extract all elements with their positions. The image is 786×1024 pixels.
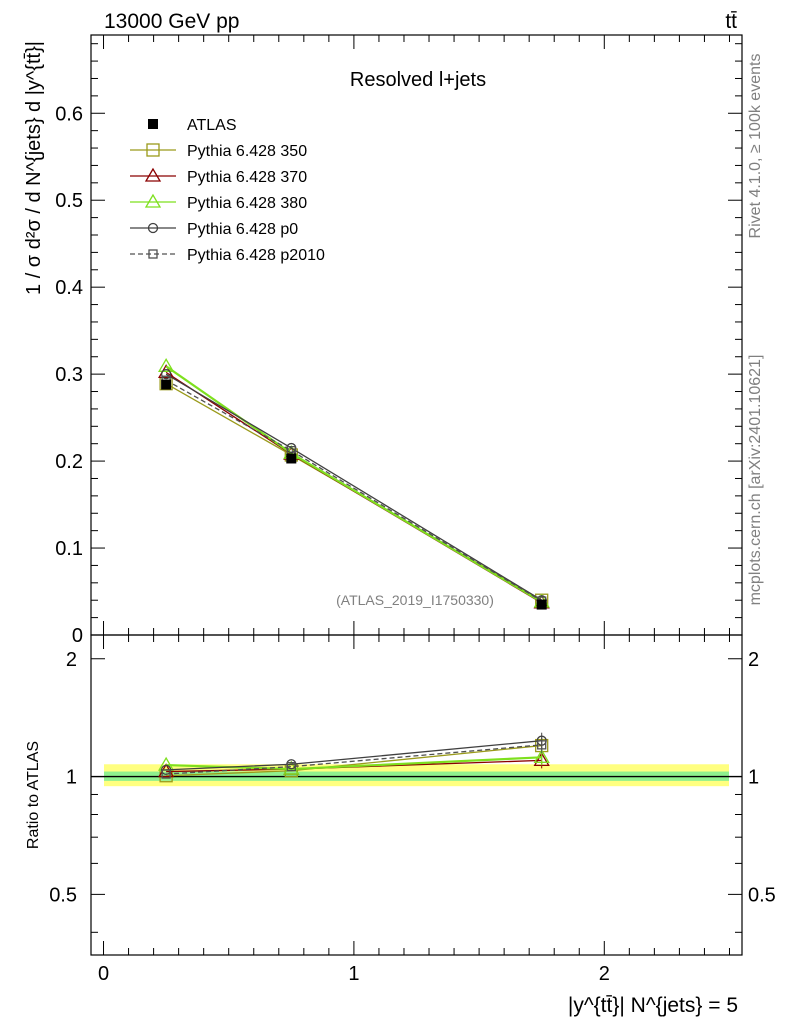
series-point-ratio [533,749,550,763]
legend-marker [144,167,162,182]
legend-label: Pythia 6.428 350 [187,143,307,160]
y-tick-label-ratio: 1 [66,767,77,789]
y-tick-label-main: 0.1 [55,538,83,560]
series-line-main-4 [165,379,543,602]
series-line-ratio-3 [166,740,542,771]
y-tick-label-ratio-right: 2 [748,649,759,671]
series-point-main [157,358,175,372]
y-tick-label-main: 0.3 [55,364,83,386]
series-line-main-3 [165,373,543,601]
y-tick-label-main: 0 [72,625,83,647]
legend-label: Pythia 6.428 380 [187,195,307,212]
y-tick-label-main: 0.2 [55,451,83,473]
series-line-main-2 [165,365,543,603]
y-tick-label-ratio-right: 0.5 [748,884,776,906]
header-process: tt̄ [725,10,737,33]
legend-label: Pythia 6.428 370 [187,169,307,186]
legend-marker [147,222,159,234]
x-tick-label: 0 [98,963,109,985]
chart-title: Resolved l+jets [350,69,486,91]
series-point-ratio [533,752,550,767]
x-tick-label: 2 [599,963,610,985]
y-tick-label-ratio: 0.5 [49,884,77,906]
legend-label: Pythia 6.428 p2010 [187,247,325,264]
legend-marker [144,193,162,208]
series-point-ratio [286,762,296,772]
data-point [286,453,297,464]
analysis-watermark: (ATLAS_2019_I1750330) [336,592,494,608]
series-point-main [160,368,172,380]
legend-label-data: ATLAS [187,117,237,134]
data-point [536,599,547,610]
header-energy: 13000 GeV pp [104,10,239,33]
y-tick-label-ratio-right: 1 [748,767,759,789]
y-tick-label-main: 0.5 [55,190,83,212]
legend-marker [146,143,160,157]
y-tick-label-main: 0.4 [55,277,83,299]
y-axis-label-ratio: Ratio to ATLAS [25,741,42,849]
data-point [161,379,172,390]
legend-marker [148,249,158,259]
ratio-plot-frame [90,634,743,956]
series-point-ratio [537,740,547,750]
axis-ticks: 0 1 200.10.20.30.40.50.60.5 0.51 12 2 [49,35,776,985]
ratio-series [157,732,550,783]
rivet-label: Rivet 4.1.0, ≥ 100k events [747,54,764,239]
legend-label: Pythia 6.428 p0 [187,221,298,238]
main-series [157,358,550,610]
y-tick-label-ratio: 2 [66,649,77,671]
legend: ATLAS Pythia 6.428 350 Pythia 6.428 370 Pyt… [130,117,325,264]
legend-marker-data [148,119,158,129]
y-axis-label-main: 1 / σ d²σ / d N^{jets} d |y^{tt̄}| [23,41,45,295]
series-line-ratio-4 [166,744,542,775]
y-tick-label-main: 0.6 [55,103,83,125]
mcplots-label: mcplots.cern.ch [arXiv:2401.10621] [747,355,764,606]
x-tick-label: 1 [348,963,359,985]
series-point-ratio [161,769,171,779]
x-axis-label: |y^{tt̄}| N^{jets} = 5 [568,994,738,1017]
